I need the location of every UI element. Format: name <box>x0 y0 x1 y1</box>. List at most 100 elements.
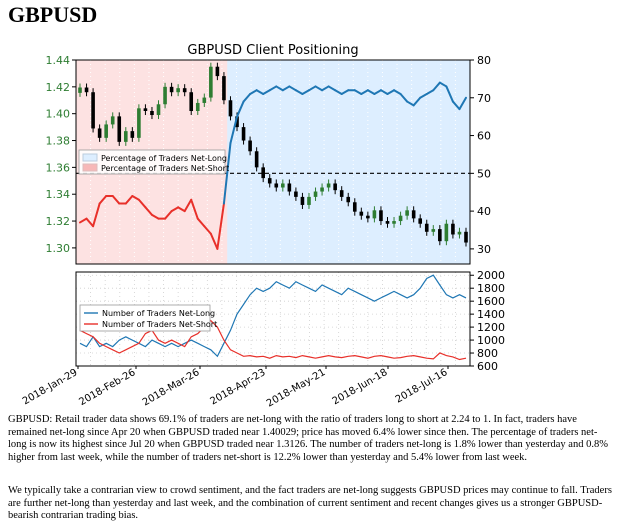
legend-swatch-net-short <box>82 163 98 172</box>
x-tick-label: 2018-Jan-29 <box>21 367 80 407</box>
y-left-tick-label: 1.40 <box>46 108 71 121</box>
price-candle <box>424 223 429 232</box>
price-candle <box>254 151 259 168</box>
price-candle <box>379 210 383 222</box>
price-candle <box>78 87 82 93</box>
y-right-tick-label: 1800 <box>477 282 505 295</box>
net-long-percentage-segment <box>236 100 245 118</box>
net-long-percentage-segment <box>209 232 219 250</box>
y-right-tick-label: 2000 <box>477 269 505 282</box>
y-left-tick-label: 1.34 <box>46 188 71 201</box>
price-candle <box>398 215 403 222</box>
sentiment-band <box>325 60 333 264</box>
price-candle <box>143 108 148 111</box>
sentiment-band <box>358 60 366 264</box>
net-long-percentage-segment <box>366 89 376 95</box>
net-long-percentage-segment <box>393 89 402 95</box>
net-long-percentage-segment <box>137 198 147 209</box>
x-tick-label: 2018-May-21 <box>265 367 328 409</box>
description-paragraph-2: We typically take a contrarian view to c… <box>8 485 612 522</box>
sentiment-band <box>286 60 294 264</box>
net-long-percentage-segment <box>196 217 206 228</box>
sentiment-band <box>273 60 281 264</box>
description-paragraph-1: GBPUSD: Retail trader data shows 69.1% o… <box>8 414 608 463</box>
net-long-percentage-segment <box>419 93 428 99</box>
y-right-tick-label: 80 <box>477 54 491 67</box>
price-candle <box>346 196 351 203</box>
price-candle <box>372 210 377 219</box>
bottom-panel-frame <box>75 271 471 367</box>
net-long-percentage-segment <box>412 96 422 107</box>
net-long-percentage-segment <box>301 89 310 95</box>
price-candle <box>451 223 455 235</box>
net-long-percentage-segment <box>131 195 140 201</box>
sentiment-band <box>240 60 248 264</box>
net-long-percentage-segment <box>275 85 284 92</box>
price-candle <box>352 202 357 212</box>
sentiment-band <box>227 60 235 264</box>
net-long-percentage-segment <box>190 198 199 220</box>
y-right-tick-label: 70 <box>477 92 491 105</box>
sentiment-band <box>397 60 405 264</box>
sentiment-band <box>299 60 307 264</box>
net-long-percentage-segment <box>242 93 252 103</box>
y-right-tick-label: 1400 <box>477 308 505 321</box>
chart-svg: GBPUSD Client Positioning 1.44 1.42 1.40 1.3… <box>21 43 505 410</box>
sentiment-band <box>318 60 326 264</box>
price-candle <box>189 92 194 111</box>
net-long-percentage-segment <box>373 89 382 95</box>
y-right-tick-label: 30 <box>477 243 491 256</box>
price-candle <box>215 66 220 77</box>
sentiment-band <box>416 60 424 264</box>
net-long-percentage-segment <box>183 198 193 213</box>
legend-label-net-short: Percentage of Traders Net-Short <box>101 164 229 173</box>
net-long-percentage-segment <box>458 96 467 111</box>
net-long-percentage-segment <box>406 100 415 107</box>
price-candle <box>457 231 462 235</box>
sentiment-band <box>462 60 471 264</box>
net-long-count-line <box>79 274 467 358</box>
sentiment-band <box>292 60 300 264</box>
y-left-tick-label: 1.38 <box>46 135 71 148</box>
price-candle <box>261 167 265 179</box>
y-left-tick-label: 1.44 <box>46 54 71 67</box>
price-candle <box>300 196 305 205</box>
sentiment-band <box>246 60 254 264</box>
y-right-tick-label: 1600 <box>477 295 505 308</box>
net-long-percentage-segment <box>222 142 232 205</box>
price-candle <box>320 187 324 192</box>
price-candle <box>418 218 423 224</box>
sentiment-band <box>331 60 339 264</box>
net-long-percentage-segment <box>451 100 461 111</box>
net-long-percentage-segment <box>177 206 186 213</box>
bottom-legend-box <box>79 304 211 332</box>
net-long-percentage-segment <box>425 89 435 95</box>
net-long-percentage-segment <box>249 89 258 95</box>
price-candle <box>248 140 252 152</box>
net-long-percentage-segment <box>124 195 134 205</box>
sentiment-band <box>377 60 385 264</box>
net-long-percentage-segment <box>281 85 291 92</box>
price-candle <box>339 190 344 197</box>
price-candle <box>281 183 285 188</box>
price-candle <box>307 196 311 205</box>
net-long-percentage-segment <box>268 85 278 92</box>
top-panel-frame <box>75 59 471 265</box>
chart-title: GBPUSD Client Positioning <box>187 43 358 58</box>
net-long-percentage-segment <box>340 89 350 95</box>
price-candle <box>202 97 207 103</box>
price-candle <box>228 100 233 117</box>
price-candle <box>156 104 161 116</box>
net-long-percentage-segment <box>79 217 88 224</box>
price-candle <box>104 124 108 138</box>
price-candle <box>91 92 95 129</box>
price-candle <box>294 191 298 197</box>
sentiment-band <box>312 60 320 264</box>
price-candle <box>287 183 292 192</box>
price-candle <box>313 191 318 197</box>
sentiment-band <box>430 60 438 264</box>
price-candle <box>235 116 239 128</box>
page-title: GBPUSD <box>8 2 98 27</box>
net-long-percentage-segment <box>111 195 121 205</box>
price-candle <box>333 183 337 191</box>
